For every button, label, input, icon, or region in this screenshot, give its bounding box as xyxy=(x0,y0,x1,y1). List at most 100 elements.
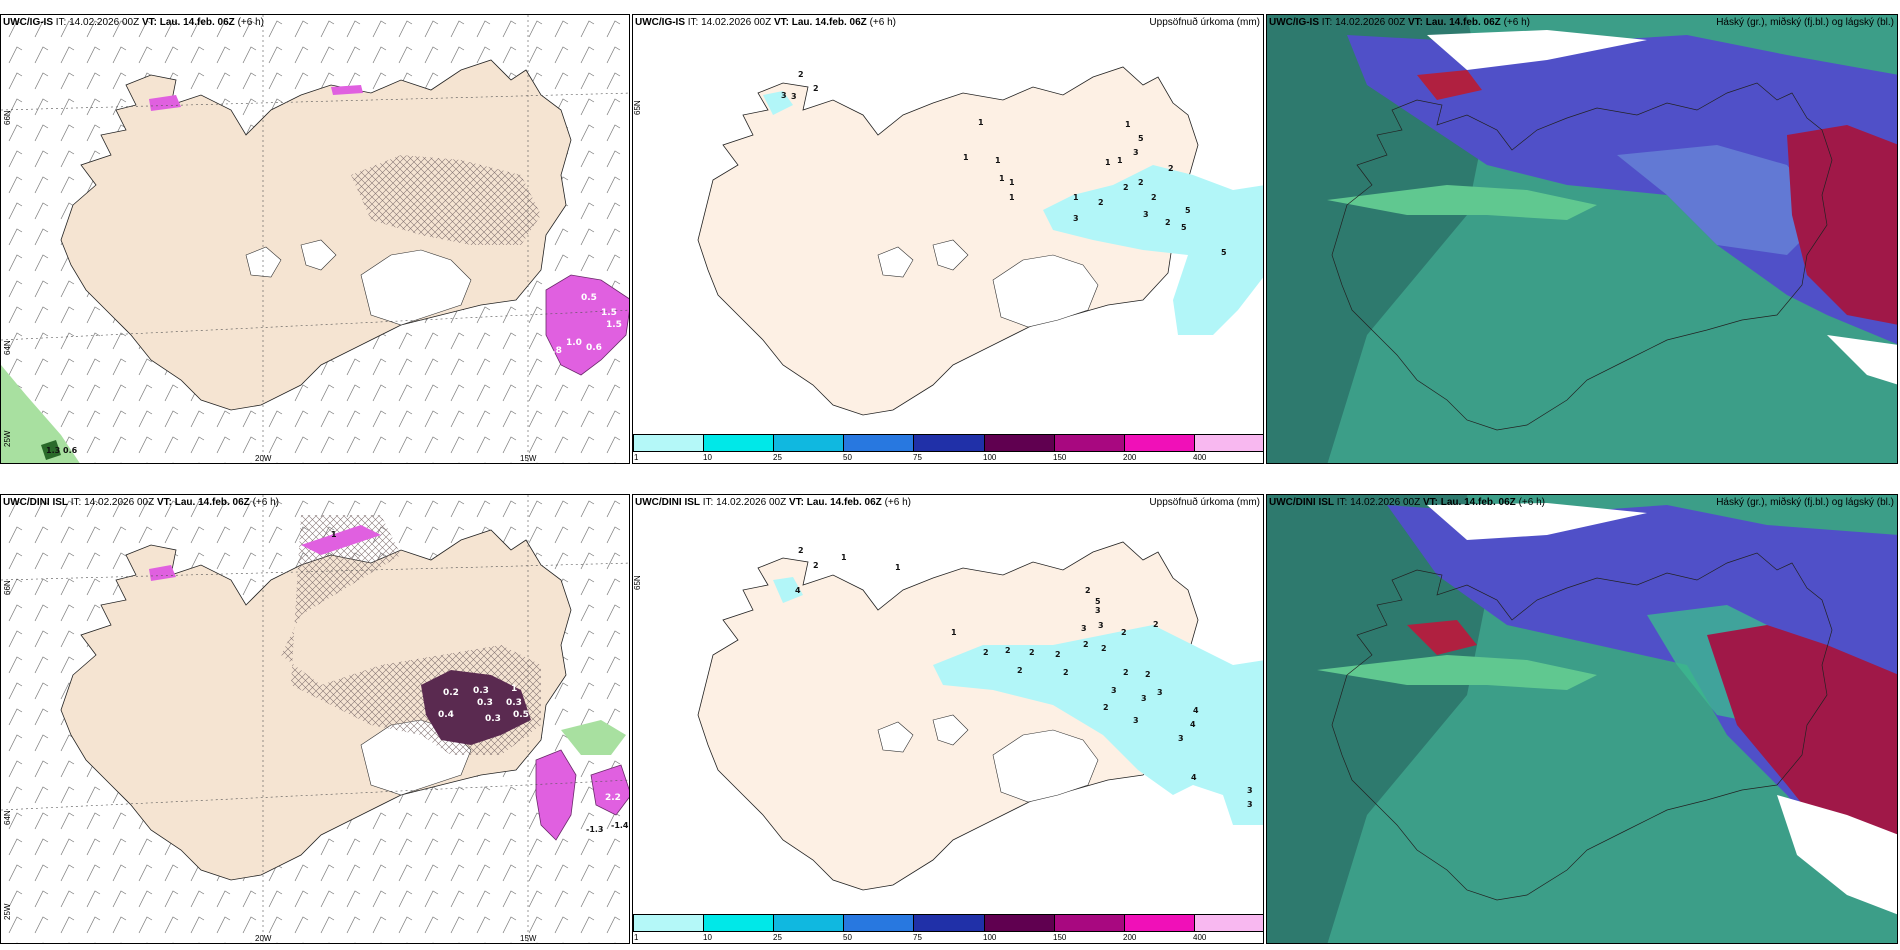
precip-point-value: 2 xyxy=(813,561,819,570)
colorbar-segment xyxy=(704,435,775,451)
colorbar-tick: 100 xyxy=(983,933,997,942)
precip-point-value: 2 xyxy=(1055,650,1061,659)
precip-dark-central-bottom xyxy=(421,670,531,745)
precip-point-value: 3 xyxy=(1247,800,1253,809)
colorbar-tick: 400 xyxy=(1193,453,1207,462)
contour-label: 0.3 xyxy=(477,698,493,708)
precip-map-top[interactable]: 2 2 3 3 1 1 1 1 1 1 1 5 3 2 2 2 2 2 3 3 … xyxy=(633,15,1264,464)
precip-green-sw-top xyxy=(1,365,80,463)
colorbar-ticks-top: 1 10 25 50 75 100 150 200 400 xyxy=(633,453,1263,463)
precip-point-value: 5 xyxy=(1221,248,1227,257)
lon-label-25w: 25W xyxy=(3,903,12,920)
colorbar-segment xyxy=(844,915,915,931)
iceland-land-bottom xyxy=(60,529,572,881)
precip-point-value: 1 xyxy=(841,553,847,562)
precip-point-value: 3 xyxy=(1178,734,1184,743)
colorbar-segment xyxy=(984,435,1055,451)
glacier-hofsjokull-top xyxy=(300,239,337,271)
contour-label: 0.5 xyxy=(581,293,597,303)
precip-point-value: 1 xyxy=(1125,120,1131,129)
contour-label: 0.6 xyxy=(586,343,602,353)
cloud-high-red-top xyxy=(1787,125,1897,325)
cloud-map-bottom[interactable] xyxy=(1267,495,1898,944)
panel-title: Uppsöfnuð úrkoma (mm) xyxy=(1149,17,1260,28)
precip-point-value: 2 xyxy=(1123,668,1129,677)
colorbar-segment xyxy=(1124,915,1195,931)
clear-white-bottom xyxy=(1427,503,1647,540)
precip-point-value: 2 xyxy=(1153,620,1159,629)
colorbar-segment xyxy=(1124,435,1195,451)
lat-label-64n: 64N xyxy=(3,810,12,825)
colorbar-tick: 10 xyxy=(703,453,712,462)
contour-label: 1.5 xyxy=(601,308,617,318)
precip-point-value: 3 xyxy=(791,92,797,101)
cloud-low-green-band-top xyxy=(1327,185,1597,220)
panel-title: Háský (gr.), miðský (fj.bl.) og lágský (… xyxy=(1716,17,1894,28)
colorbar-segment xyxy=(914,915,985,931)
contour-label: 0.5 xyxy=(513,710,529,720)
panel-header: UWC/DINI ISL IT: 14.02.2026 00Z VT: Lau.… xyxy=(3,497,279,508)
colorbar-tick: 50 xyxy=(843,933,852,942)
colorbar-tick: 1 xyxy=(634,453,639,462)
precip-point-value: 1 xyxy=(978,118,984,127)
precip-point-value: 1 xyxy=(1117,156,1123,165)
colorbar-tick: 25 xyxy=(773,453,782,462)
colorbar-segment xyxy=(844,435,915,451)
colorbar-tick: 50 xyxy=(843,453,852,462)
colorbar-tick: 75 xyxy=(913,453,922,462)
precip-point-value: 3 xyxy=(1095,606,1101,615)
wind-map-panel-bottom: 1 0.2 0.3 0.3 0.4 0.3 0.3 0.5 1 2.2 -1.3… xyxy=(0,494,630,944)
colorbar-tick: 200 xyxy=(1123,453,1137,462)
cloud-low-green-band-bottom xyxy=(1317,655,1597,690)
precip-map-panel-bottom: 2 2 1 1 4 1 2 2 2 2 2 2 2 3 3 3 2 2 5 2 … xyxy=(632,494,1264,944)
lon-label-20w: 20W xyxy=(255,934,272,943)
precip-green-east-bottom xyxy=(561,720,626,755)
precip-point-value: 2 xyxy=(1145,670,1151,679)
glacier-hofsjokull-precip-bottom xyxy=(932,714,969,746)
lat-label-65n: 65N xyxy=(633,575,642,590)
colorbar-segment xyxy=(1194,435,1263,451)
glacier-vatnajokull-precip-top xyxy=(992,254,1099,328)
colorbar-segment xyxy=(914,435,985,451)
lat-label-64n: 64N xyxy=(3,340,12,355)
precip-point-value: 5 xyxy=(1138,134,1144,143)
contour-label: 1.5 xyxy=(606,320,622,330)
contour-label: 0.8 xyxy=(546,346,562,356)
precip-map-bottom[interactable]: 2 2 1 1 4 1 2 2 2 2 2 2 2 3 3 3 2 2 5 2 … xyxy=(633,495,1264,944)
wind-map-top[interactable]: 0.5 1.5 1.5 1.0 0.6 0.8 1.3 0.6 xyxy=(1,15,630,464)
precip-point-value: 2 xyxy=(1103,703,1109,712)
precip-point-value: 1 xyxy=(1105,158,1111,167)
precip-point-value: 2 xyxy=(1101,644,1107,653)
colorbar-ticks-bottom: 1 10 25 50 75 100 150 200 400 xyxy=(633,933,1263,943)
precip-magenta-east-bottom xyxy=(535,749,577,841)
contour-label: 0.6 xyxy=(63,446,78,455)
contour-label: -1.4 xyxy=(611,821,629,830)
precip-point-value: 3 xyxy=(1141,694,1147,703)
precip-magenta-east-top xyxy=(545,274,629,376)
precip-point-value: 2 xyxy=(1063,668,1069,677)
colorbar-tick: 150 xyxy=(1053,453,1067,462)
clear-white2-bottom xyxy=(1777,795,1897,915)
precip-magenta-nw-bottom xyxy=(149,565,176,581)
panel-header: UWC/IG-IS IT: 14.02.2026 00Z VT: Lau. 14… xyxy=(635,17,896,28)
parallel-66n-top xyxy=(1,92,629,111)
contour-label: 1 xyxy=(331,530,337,539)
precip-point-value: 3 xyxy=(1247,786,1253,795)
precip-point-value: 2 xyxy=(1121,628,1127,637)
precip-magenta-north2-top xyxy=(331,85,363,95)
contour-label: 0.3 xyxy=(485,714,501,724)
glacier-vatnajokull-top xyxy=(360,249,472,326)
iceland-outline-cloud-top xyxy=(1331,82,1833,431)
contour-label: 0.3 xyxy=(473,686,489,696)
colorbar-tick: 400 xyxy=(1193,933,1207,942)
wind-map-bottom[interactable]: 1 0.2 0.3 0.3 0.4 0.3 0.3 0.5 1 2.2 -1.3… xyxy=(1,495,630,944)
precip-magenta-east2-bottom xyxy=(590,764,629,816)
precip-point-value: 1 xyxy=(1073,193,1079,202)
precip-darkgreen-sw-top xyxy=(41,440,61,460)
cloud-lowtint-top xyxy=(1617,145,1827,255)
hatched-area-top xyxy=(351,155,541,245)
cloud-map-top[interactable] xyxy=(1267,15,1898,464)
precip-point-value: 4 xyxy=(1190,720,1196,729)
precip-point-value: 2 xyxy=(1085,586,1091,595)
cloud-high-red2-bottom xyxy=(1407,620,1477,655)
